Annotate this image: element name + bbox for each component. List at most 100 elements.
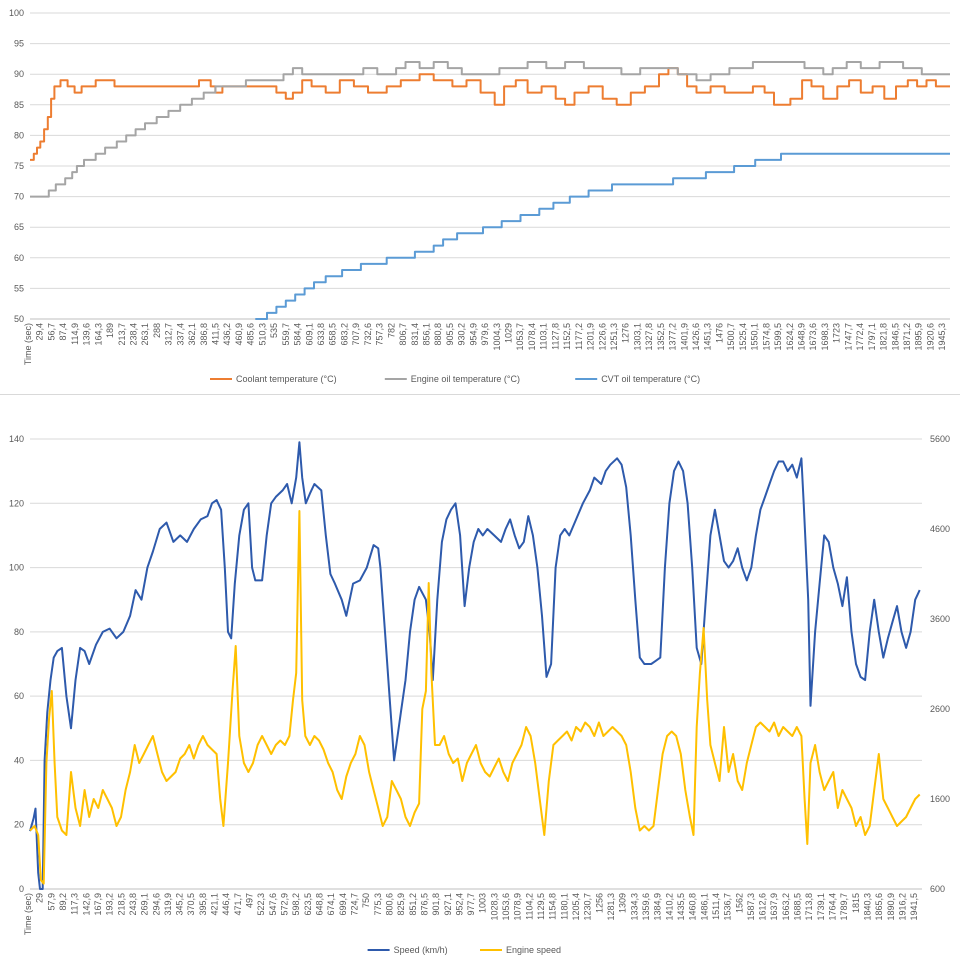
x-tick-label: 522,3 xyxy=(256,893,266,916)
x-tick-label: 1663,2 xyxy=(781,893,791,921)
speed-chart-panel: 0 20 40 60 80 100 120 140 600 1600 2600 3600 4600 560… xyxy=(0,395,960,966)
x-tick-label: 1334,3 xyxy=(629,893,639,921)
x-tick-label: 243,8 xyxy=(128,893,138,916)
x-tick-label: 1511,4 xyxy=(711,893,721,920)
y2-tick-label: 4600 xyxy=(930,524,950,534)
series-line-engine-speed xyxy=(29,510,921,885)
x-tick-label: 1587,3 xyxy=(746,893,756,921)
x-tick-label: 471,7 xyxy=(233,893,243,916)
x-tick-label: 1815 xyxy=(851,893,861,913)
x-tick-label: 1460,8 xyxy=(688,893,698,921)
y-tick-label: 75 xyxy=(14,161,24,171)
x-tick-label: 29 xyxy=(35,893,45,903)
x-tick-label: 1612,6 xyxy=(758,893,768,921)
x-tick-label: 633,8 xyxy=(316,323,326,346)
x-tick-label: 1078,9 xyxy=(513,893,523,921)
x-tick-label: 1688,5 xyxy=(793,893,803,921)
x-tick-label: 446,4 xyxy=(221,893,231,916)
y2-tick-label: 1600 xyxy=(930,794,950,804)
x-tick-label: 1871,2 xyxy=(902,323,912,351)
series-line-cvt-oil-temperature-c xyxy=(255,152,950,320)
temperature-chart: 50 55 60 65 70 75 80 85 90 95 100 Time (sec) 29,4 56,… xyxy=(9,8,950,384)
x-tick-label: 1256 xyxy=(594,893,604,913)
x-tick-label: 1599,5 xyxy=(773,323,783,351)
x-tick-label: 1359,6 xyxy=(641,893,651,921)
x-tick-label: 1053,7 xyxy=(515,323,525,351)
x-tick-label: 189 xyxy=(105,323,115,338)
x-tick-label: 1941,5 xyxy=(909,893,919,921)
x-tick-label: 623,5 xyxy=(303,893,313,916)
x-tick-label: 1945,3 xyxy=(937,323,947,351)
x-tick-label: 674,1 xyxy=(326,893,336,916)
x-tick-label: 927,1 xyxy=(443,893,453,916)
x-tick-label: 1536,7 xyxy=(723,893,733,921)
x-tick-label: 312,7 xyxy=(164,323,174,346)
x-tick-label: 757,3 xyxy=(375,323,385,346)
x-tick-label: 775,3 xyxy=(373,893,383,916)
x-tick-label: 294,6 xyxy=(151,893,161,916)
x-tick-label: 1797,1 xyxy=(867,323,877,351)
x-tick-label: 29,4 xyxy=(35,323,45,341)
x-tick-label: 1739,1 xyxy=(816,893,826,921)
x-tick-label: 1713,8 xyxy=(804,893,814,921)
x-tick-label: 876,5 xyxy=(419,893,429,916)
x-tick-label: 609,1 xyxy=(304,323,314,346)
x-tick-label: 648,8 xyxy=(315,893,325,916)
x-tick-label: 1895,9 xyxy=(914,323,924,351)
legend-label: Engine speed xyxy=(506,945,561,955)
series-line-engine-oil-temperature-c xyxy=(30,61,950,198)
x-tick-label: 1772,4 xyxy=(855,323,865,351)
x-tick-label: 1723 xyxy=(832,323,842,343)
x-tick-label: 193,2 xyxy=(105,893,115,916)
x-tick-label: 1028,3 xyxy=(489,893,499,921)
x-tick-label: 1177,2 xyxy=(574,323,584,350)
x-tick-label: 1281,3 xyxy=(606,893,616,921)
x-tick-label: 707,9 xyxy=(351,323,361,346)
x-tick-label: 732,6 xyxy=(363,323,373,346)
x-tick-label: 370,5 xyxy=(186,893,196,916)
y-tick-label: 85 xyxy=(14,100,24,110)
x-tick-label: 89,2 xyxy=(58,893,68,911)
series-line-speed-km-h xyxy=(29,441,921,890)
x-tick-label: 263,1 xyxy=(140,323,150,346)
x-tick-label: 139,6 xyxy=(82,323,92,346)
x-tick-label: 1104,2 xyxy=(524,893,534,920)
x-tick-label: 598,2 xyxy=(291,893,301,916)
y2-tick-label: 5600 xyxy=(930,434,950,444)
y2-tick-label: 3600 xyxy=(930,614,950,624)
y-tick-label: 50 xyxy=(14,314,24,324)
x-tick-label: 1352,5 xyxy=(656,323,666,351)
x-tick-label: 1435,5 xyxy=(676,893,686,921)
x-tick-label: 1747,7 xyxy=(843,323,853,351)
x-tick-label: 164,3 xyxy=(93,323,103,346)
x-tick-label: 572,9 xyxy=(280,893,290,916)
legend-label: Coolant temperature (°C) xyxy=(236,374,337,384)
x-tick-label: 87,4 xyxy=(58,323,68,341)
x-tick-label: 535 xyxy=(269,323,279,338)
x-tick-label: 1029 xyxy=(504,323,514,343)
x-tick-label: 337,4 xyxy=(175,323,185,346)
x-tick-label: 238,4 xyxy=(128,323,138,346)
x-tick-label: 460,9 xyxy=(234,323,244,346)
x-tick-label: 319,9 xyxy=(163,893,173,916)
x-tick-label: 1078,4 xyxy=(527,323,537,351)
x-tick-label: 856,1 xyxy=(421,323,431,346)
x-tick-label: 1303,1 xyxy=(632,323,642,351)
x-tick-label: 1230,7 xyxy=(583,893,593,921)
speed-chart: 0 20 40 60 80 100 120 140 600 1600 2600 3600 4600 560… xyxy=(9,434,950,955)
x-tick-label: 1890,9 xyxy=(886,893,896,921)
x-tick-label: 1865,6 xyxy=(874,893,884,921)
x-tick-label: 547,6 xyxy=(268,893,278,916)
x-tick-label: 1624,2 xyxy=(785,323,795,351)
x-tick-label: 901,8 xyxy=(431,893,441,916)
x-tick-label: 905,5 xyxy=(445,323,455,346)
x-tick-label: 930,2 xyxy=(457,323,467,346)
x-tick-label: 1476 xyxy=(714,323,724,343)
x-tick-label: 117,3 xyxy=(70,893,80,915)
x-tick-label: 485,6 xyxy=(246,323,256,346)
x-tick-label: 1451,3 xyxy=(703,323,713,351)
x-tick-label: 1251,3 xyxy=(609,323,619,351)
x-tick-label: 825,9 xyxy=(396,893,406,916)
x-axis-title: Time (sec) xyxy=(23,323,33,365)
x-tick-label: 1648,9 xyxy=(797,323,807,351)
